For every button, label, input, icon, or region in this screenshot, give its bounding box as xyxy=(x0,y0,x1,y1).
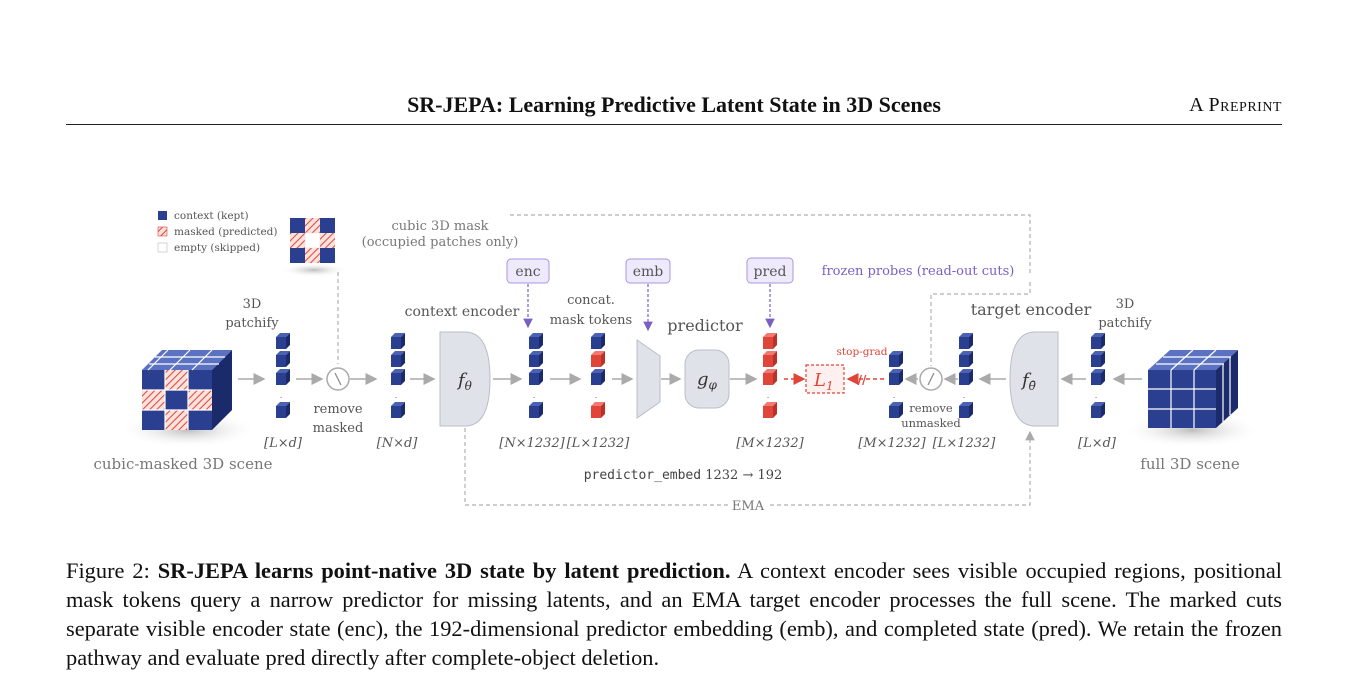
predictor-block xyxy=(684,349,730,409)
token-stack-concat: . xyxy=(591,333,605,418)
svg-text:.: . xyxy=(395,391,398,401)
architecture-figure: context (kept) masked (predicted) empty … xyxy=(94,210,1262,514)
ema-dashed-loop xyxy=(464,428,728,506)
remove-masked-line2: masked xyxy=(313,421,364,436)
token-stack-L1232-target: . xyxy=(959,333,973,418)
probe-enc-box xyxy=(506,258,550,284)
legend-swatch-context xyxy=(158,211,167,220)
concat-line1: concat. xyxy=(567,293,615,308)
target-encoder-label: target encoder xyxy=(971,300,1092,319)
running-title: SR-JEPA: Learning Predictive Latent Stat… xyxy=(407,92,941,117)
token-stack-Nd: . xyxy=(391,333,405,418)
dim-Ld-left: [L×d] xyxy=(264,436,303,451)
loss-L1: L1 xyxy=(813,370,834,393)
frozen-probe-dashed xyxy=(930,282,1031,366)
probe-emb: emb xyxy=(633,264,664,280)
legend-swatch-empty xyxy=(157,242,168,253)
dim-L1232-target: [L×1232] xyxy=(933,436,997,451)
ema-label: EMA xyxy=(732,499,765,514)
remove-masked-line1: remove xyxy=(313,402,362,417)
frozen-probes-label: frozen probes (read-out cuts) xyxy=(822,264,1015,279)
loss-box xyxy=(805,364,845,394)
svg-text:.: . xyxy=(533,391,536,401)
dim-N1232: [N×1232] xyxy=(499,436,565,451)
ema-dashed-loop-right xyxy=(770,430,1035,506)
left-scene-label: cubic-masked 3D scene xyxy=(94,455,273,473)
mask-label-2: (occupied patches only) xyxy=(362,235,519,250)
remove-unmasked-line2: unmasked xyxy=(901,416,961,430)
legend-swatch-masked xyxy=(157,226,168,237)
mask-grid-icon xyxy=(280,218,348,277)
patchify-left-line2: patchify xyxy=(225,316,279,331)
remove-unmasked-line1: remove xyxy=(909,401,953,415)
dim-M1232-pred: [M×1232] xyxy=(736,436,804,451)
caption-bold: SR-JEPA learns point-native 3D state by … xyxy=(157,558,731,583)
token-stack-N1232: . xyxy=(529,333,543,418)
context-encoder-block xyxy=(439,331,491,427)
svg-text:.: . xyxy=(280,391,283,401)
token-stack-pred: . xyxy=(763,333,777,418)
stop-grad-label: stop-grad xyxy=(837,346,888,358)
caption-prefix: Figure 2: xyxy=(66,558,158,583)
legend-masked: masked (predicted) xyxy=(174,226,278,238)
token-stack-Ld-left: . xyxy=(276,333,290,418)
legend-context: context (kept) xyxy=(174,210,249,222)
mask-label-1: cubic 3D mask xyxy=(392,219,489,234)
dim-L1232-mid: [L×1232] xyxy=(567,436,631,451)
target-encoder-block xyxy=(1009,331,1059,427)
probe-emb-box xyxy=(625,258,671,284)
preprint-label: A Preprint xyxy=(1189,94,1282,116)
patchify-right-line2: patchify xyxy=(1098,316,1152,331)
figure-caption: Figure 2: SR-JEPA learns point-native 3D… xyxy=(66,556,1282,672)
legend-empty: empty (skipped) xyxy=(174,242,260,254)
probe-enc: enc xyxy=(515,264,540,280)
g-phi: gφ xyxy=(697,369,718,392)
probe-pred: pred xyxy=(754,264,787,280)
dim-Ld-right: [L×d] xyxy=(1078,436,1117,451)
mask-to-target-dashed xyxy=(510,214,1031,276)
token-stack-Ld-right: . xyxy=(1091,333,1105,418)
token-stack-M1232-target: . xyxy=(889,351,903,418)
svg-text:.: . xyxy=(963,391,966,401)
dim-M1232-target: [M×1232] xyxy=(858,436,926,451)
stop-grad-mark: // xyxy=(858,373,867,387)
probe-pred-box xyxy=(746,257,794,284)
dim-Nd: [N×d] xyxy=(377,436,419,451)
svg-text:.: . xyxy=(893,391,896,401)
patchify-right-line1: 3D xyxy=(1116,297,1135,312)
caption-text: A context encoder sees visible occupied … xyxy=(66,558,1282,670)
patchify-left-line1: 3D xyxy=(243,297,262,312)
legend: context (kept) masked (predicted) empty … xyxy=(157,210,278,254)
svg-text:.: . xyxy=(595,391,598,401)
concat-line2: mask tokens xyxy=(550,313,632,328)
svg-text:.: . xyxy=(1095,391,1098,401)
context-encoder-label: context encoder xyxy=(405,304,520,320)
right-scene-label: full 3D scene xyxy=(1140,455,1240,473)
full-scene xyxy=(1122,349,1262,448)
cubic-masked-scene xyxy=(118,349,258,448)
predictor-embed-block xyxy=(636,339,661,419)
svg-text:.: . xyxy=(767,391,770,401)
predictor-embed-label: predictor_embed 1232 → 192 xyxy=(584,468,783,483)
page-header: SR-JEPA: Learning Predictive Latent Stat… xyxy=(66,88,1282,125)
predictor-label: predictor xyxy=(667,316,743,335)
